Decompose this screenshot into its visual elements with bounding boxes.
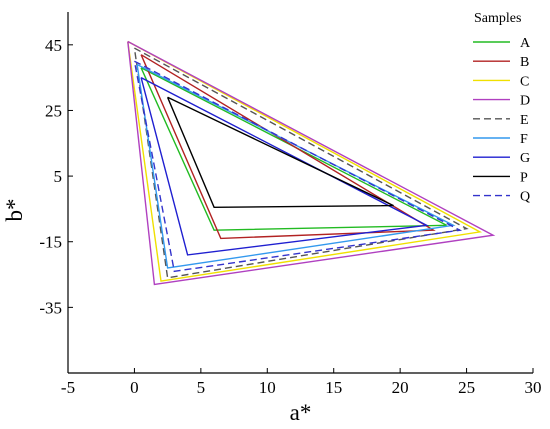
x-tick-label: 0 <box>130 378 139 397</box>
series-d-line <box>127 40 496 286</box>
legend-label-c: C <box>520 74 529 89</box>
series-layer <box>127 40 496 286</box>
x-tick-label: -5 <box>61 378 75 397</box>
legend-label-p: P <box>520 170 528 185</box>
y-tick-label: 25 <box>45 101 62 120</box>
y-axis-title: b* <box>2 199 27 222</box>
series-g-line <box>140 76 430 256</box>
y-tick-label: -15 <box>39 233 62 252</box>
x-tick-label: 5 <box>197 378 206 397</box>
axes <box>67 12 534 374</box>
series-a-line <box>140 67 447 231</box>
legend-label-b: B <box>520 55 529 70</box>
series-b-line <box>140 54 436 240</box>
x-tick-label: 25 <box>458 378 475 397</box>
x-tick-label: 20 <box>392 378 409 397</box>
x-axis-title: a* <box>290 400 312 425</box>
legend-label-e: E <box>520 113 529 128</box>
x-tick-label: 30 <box>525 378 542 397</box>
legend-label-d: D <box>520 94 530 109</box>
series-p-line <box>166 96 394 209</box>
series-c-line <box>127 40 483 282</box>
legend-title: Samples <box>474 11 521 26</box>
y-tick-label: 45 <box>45 36 62 55</box>
legend-label-a: A <box>520 36 531 51</box>
series-q-line <box>133 60 463 273</box>
y-tick-label: 5 <box>54 167 63 186</box>
legend-label-f: F <box>520 132 528 147</box>
tick-labels: -5 0 5 10 15 20 25 30 -35 -15 5 25 45 <box>39 36 541 397</box>
x-tick-label: 15 <box>325 378 342 397</box>
y-tick-label: -35 <box>39 298 62 317</box>
series-e-line <box>133 47 469 279</box>
legend-label-g: G <box>520 151 530 166</box>
legend-label-q: Q <box>520 190 530 205</box>
x-tick-label: 10 <box>259 378 276 397</box>
